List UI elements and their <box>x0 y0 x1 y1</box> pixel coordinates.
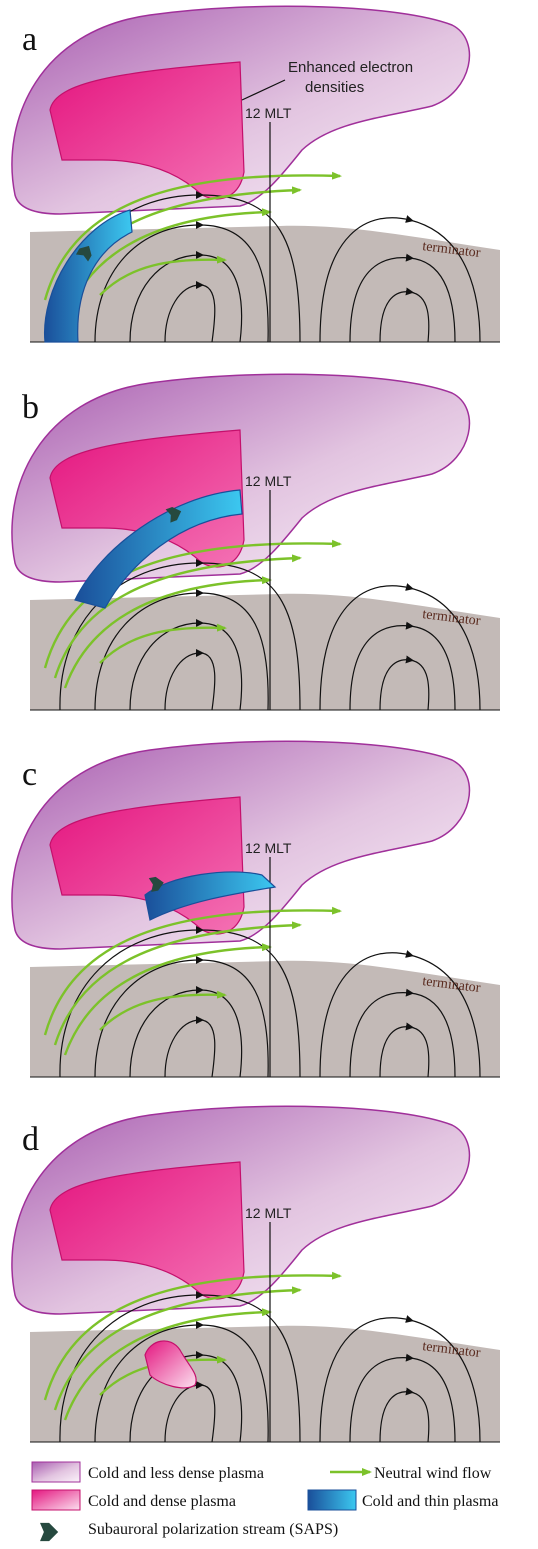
panel-base <box>12 741 500 1077</box>
terminator-label: terminator <box>422 239 482 261</box>
mlt-label: 12 MLT <box>245 473 292 489</box>
panel-a: Enhanced electron densities a 12 MLT ter… <box>12 6 500 342</box>
terminator-label: terminator <box>422 607 482 629</box>
annotation: densities <box>305 79 364 96</box>
panel-c: c 12 MLT terminator <box>12 741 500 1077</box>
thin-plasma <box>144 871 277 921</box>
panel-base <box>12 374 500 710</box>
thin-plasma <box>44 209 133 343</box>
legend-label: Cold and less dense plasma <box>88 1465 264 1482</box>
legend: Cold and less dense plasma Neutral wind … <box>31 1461 498 1542</box>
panel-base <box>12 1106 500 1442</box>
panel-label: a <box>22 21 37 58</box>
terminator-label: terminator <box>422 1339 482 1361</box>
legend-label: Neutral wind flow <box>374 1465 492 1482</box>
legend-label: Cold and thin plasma <box>362 1493 498 1510</box>
dense-plasma-patch <box>144 1340 197 1389</box>
mlt-label: 12 MLT <box>245 840 292 856</box>
panel-base <box>12 6 500 342</box>
thin-plasma <box>74 489 243 609</box>
mlt-label: 12 MLT <box>245 1205 292 1221</box>
legend-swatch <box>31 1489 81 1511</box>
legend-swatch <box>40 1522 59 1542</box>
panel-d: d 12 MLT terminator <box>12 1106 500 1442</box>
mlt-label: 12 MLT <box>245 105 292 121</box>
legend-label: Subauroral polarization stream (SAPS) <box>88 1521 338 1538</box>
legend-label: Cold and dense plasma <box>88 1493 236 1510</box>
annotation-pointer <box>241 79 286 101</box>
panel-b: b 12 MLT terminator <box>12 374 500 710</box>
panel-label: b <box>22 389 39 426</box>
legend-swatch <box>31 1461 81 1483</box>
panel-label: d <box>22 1121 39 1158</box>
terminator-label: terminator <box>422 974 482 996</box>
legend-swatch <box>307 1489 357 1511</box>
panel-label: c <box>22 756 37 793</box>
annotation: Enhanced electron <box>288 59 413 76</box>
